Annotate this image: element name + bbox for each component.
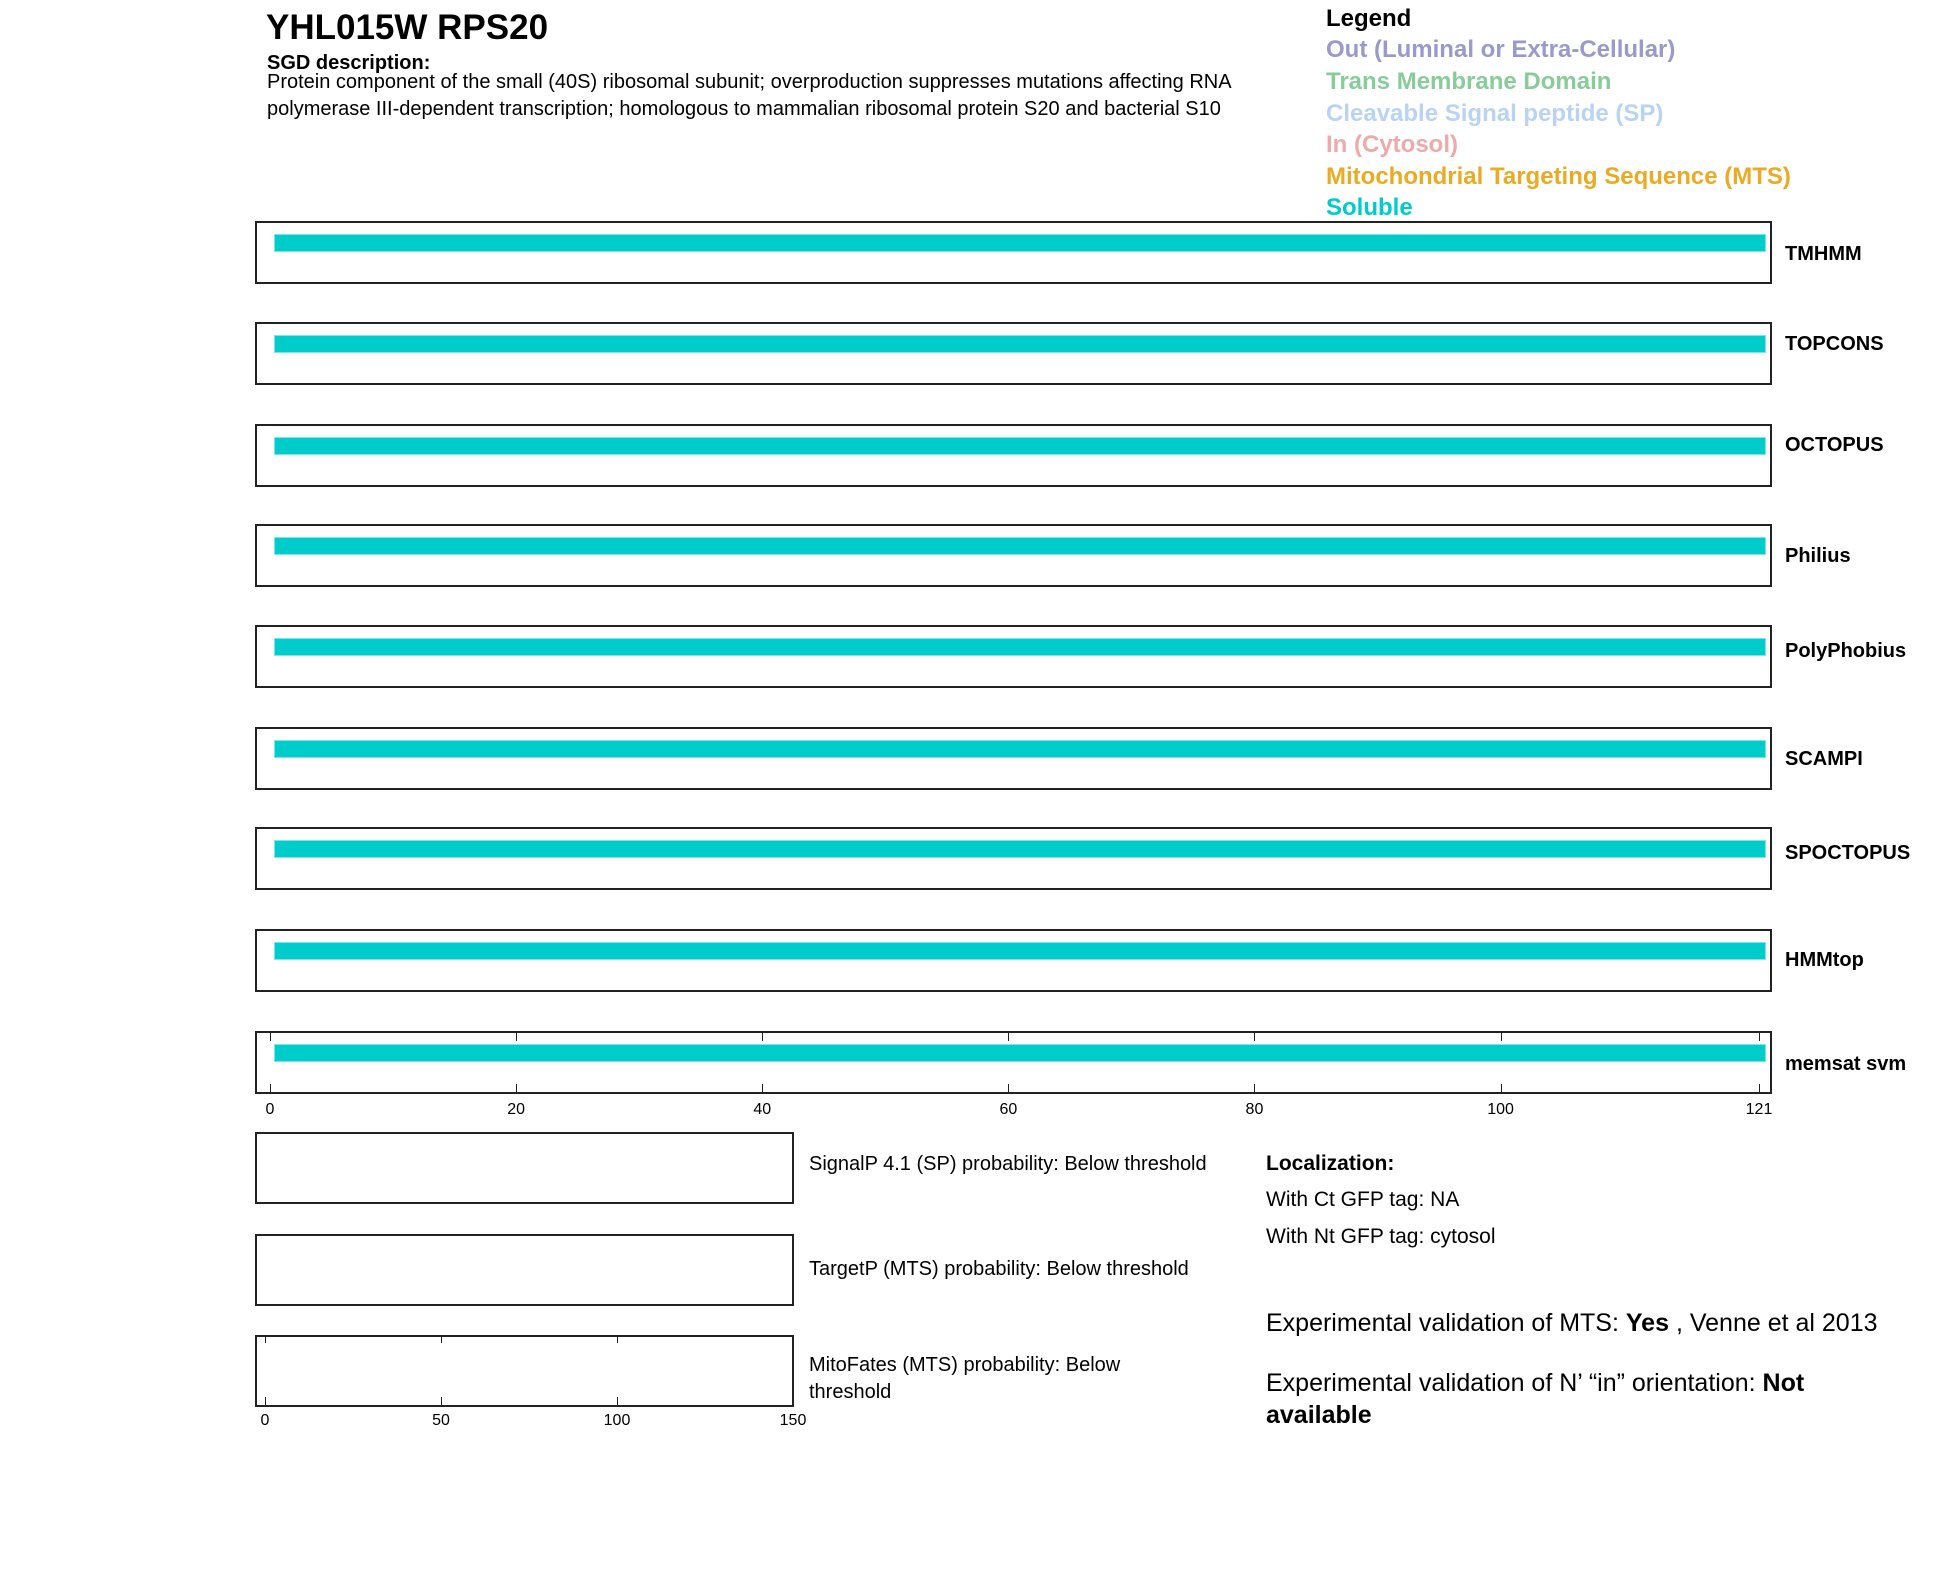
segment-soluble xyxy=(275,438,1765,454)
mito-axis-tick xyxy=(617,1335,618,1343)
segment-soluble xyxy=(275,639,1765,655)
mito-axis-tick xyxy=(793,1335,794,1343)
legend-title: Legend xyxy=(1326,5,1412,32)
targetp-text: TargetP (MTS) probability: Below thresho… xyxy=(809,1258,1189,1280)
axis-tick-label: 0 xyxy=(265,1101,275,1118)
axis-tick-label: 20 xyxy=(507,1101,526,1118)
track-polyphobius xyxy=(255,625,1772,688)
track-label: PolyPhobius xyxy=(1785,640,1907,662)
page-title: YHL015W RPS20 xyxy=(266,8,549,47)
segment-soluble xyxy=(275,235,1765,251)
segment-soluble xyxy=(275,741,1765,757)
axis-tick xyxy=(1759,1031,1760,1041)
mito-axis-tick-label: 50 xyxy=(432,1412,450,1429)
track-philius xyxy=(255,524,1772,587)
sgd-description-heading: SGD description: xyxy=(267,52,431,74)
track-topcons xyxy=(255,322,1772,385)
localization-nt: With Nt GFP tag: cytosol xyxy=(1266,1225,1496,1248)
track-label: TMHMM xyxy=(1785,243,1862,265)
axis-tick xyxy=(762,1084,764,1094)
axis-tick xyxy=(270,1084,271,1094)
mito-axis-tick-label: 100 xyxy=(603,1412,631,1429)
mitofates-text-2: threshold xyxy=(809,1381,892,1403)
track-spoctopus xyxy=(255,827,1772,890)
segment-soluble xyxy=(275,336,1765,352)
signalp-text: SignalP 4.1 (SP) probability: Below thre… xyxy=(809,1153,1207,1175)
mito-axis-tick xyxy=(265,1397,266,1405)
track-label: memsat svm xyxy=(1785,1053,1907,1075)
track-label: OCTOPUS xyxy=(1785,434,1884,456)
localization-ct: With Ct GFP tag: NA xyxy=(1266,1188,1460,1211)
segment-soluble xyxy=(275,943,1765,959)
legend-soluble: Soluble xyxy=(1326,194,1413,221)
axis-tick-label: 100 xyxy=(1487,1101,1514,1118)
axis-tick xyxy=(1254,1031,1256,1041)
localization-heading: Localization: xyxy=(1266,1152,1395,1175)
mito-axis-tick-label: 0 xyxy=(260,1412,270,1429)
mito-axis-tick-label: 150 xyxy=(779,1412,807,1429)
signalp-plot xyxy=(255,1132,794,1204)
legend-in: In (Cytosol) xyxy=(1326,131,1458,158)
sgd-description-line-1: Protein component of the small (40S) rib… xyxy=(267,71,1232,93)
legend-out: Out (Luminal or Extra-Cellular) xyxy=(1326,36,1676,63)
axis-tick xyxy=(516,1084,518,1094)
mts-validation-prefix: Experimental validation of MTS: xyxy=(1266,1309,1626,1337)
axis-tick xyxy=(1759,1084,1760,1094)
track-label: HMMtop xyxy=(1785,949,1864,971)
mitofates-text-1: MitoFates (MTS) probability: Below xyxy=(809,1354,1121,1376)
axis-tick xyxy=(1254,1084,1256,1094)
track-octopus xyxy=(255,424,1772,487)
axis-tick-label: 80 xyxy=(1245,1101,1264,1118)
mitofates-plot xyxy=(255,1335,794,1407)
legend-mts: Mitochondrial Targeting Sequence (MTS) xyxy=(1326,163,1791,190)
axis-tick-label: 60 xyxy=(999,1101,1018,1118)
mito-axis-tick xyxy=(793,1397,794,1405)
track-label: SCAMPI xyxy=(1785,748,1863,770)
orientation-validation-value: Not xyxy=(1762,1369,1805,1397)
axis-tick xyxy=(270,1031,271,1041)
axis-tick-label: 40 xyxy=(753,1101,772,1118)
track-tmhmm xyxy=(255,221,1772,284)
segment-soluble xyxy=(275,1045,1765,1061)
legend-tm: Trans Membrane Domain xyxy=(1326,68,1612,95)
sgd-description-line-2: polymerase III-dependent transcription; … xyxy=(267,98,1221,120)
mts-validation-ref: , Venne et al 2013 xyxy=(1669,1309,1878,1337)
track-hmmtop xyxy=(255,929,1772,992)
mts-validation: Experimental validation of MTS: Yes , Ve… xyxy=(1266,1309,1878,1338)
axis-tick xyxy=(1500,1084,1502,1094)
mito-axis-tick xyxy=(617,1397,618,1405)
mito-axis-tick xyxy=(265,1335,266,1343)
axis-tick xyxy=(1008,1031,1010,1041)
axis-tick xyxy=(516,1031,518,1041)
axis-tick-label: 121 xyxy=(1745,1101,1773,1118)
axis-tick xyxy=(1008,1084,1010,1094)
segment-soluble xyxy=(275,538,1765,554)
axis-tick xyxy=(762,1031,764,1041)
mito-axis-tick xyxy=(441,1397,442,1405)
segment-soluble xyxy=(275,841,1765,857)
track-label: Philius xyxy=(1785,545,1851,567)
legend-sp: Cleavable Signal peptide (SP) xyxy=(1326,100,1664,127)
mito-axis-tick xyxy=(441,1335,442,1343)
track-label: SPOCTOPUS xyxy=(1785,842,1911,864)
orientation-validation: Experimental validation of N’ “in” orien… xyxy=(1266,1369,1804,1398)
orientation-validation-value-2: available xyxy=(1266,1401,1372,1429)
axis-tick xyxy=(1500,1031,1502,1041)
mts-validation-value: Yes xyxy=(1625,1309,1669,1337)
targetp-plot xyxy=(255,1234,794,1306)
track-memsat-svm xyxy=(255,1031,1772,1094)
track-scampi xyxy=(255,727,1772,790)
track-label: TOPCONS xyxy=(1785,333,1884,355)
orientation-validation-prefix: Experimental validation of N’ “in” orien… xyxy=(1266,1369,1763,1397)
